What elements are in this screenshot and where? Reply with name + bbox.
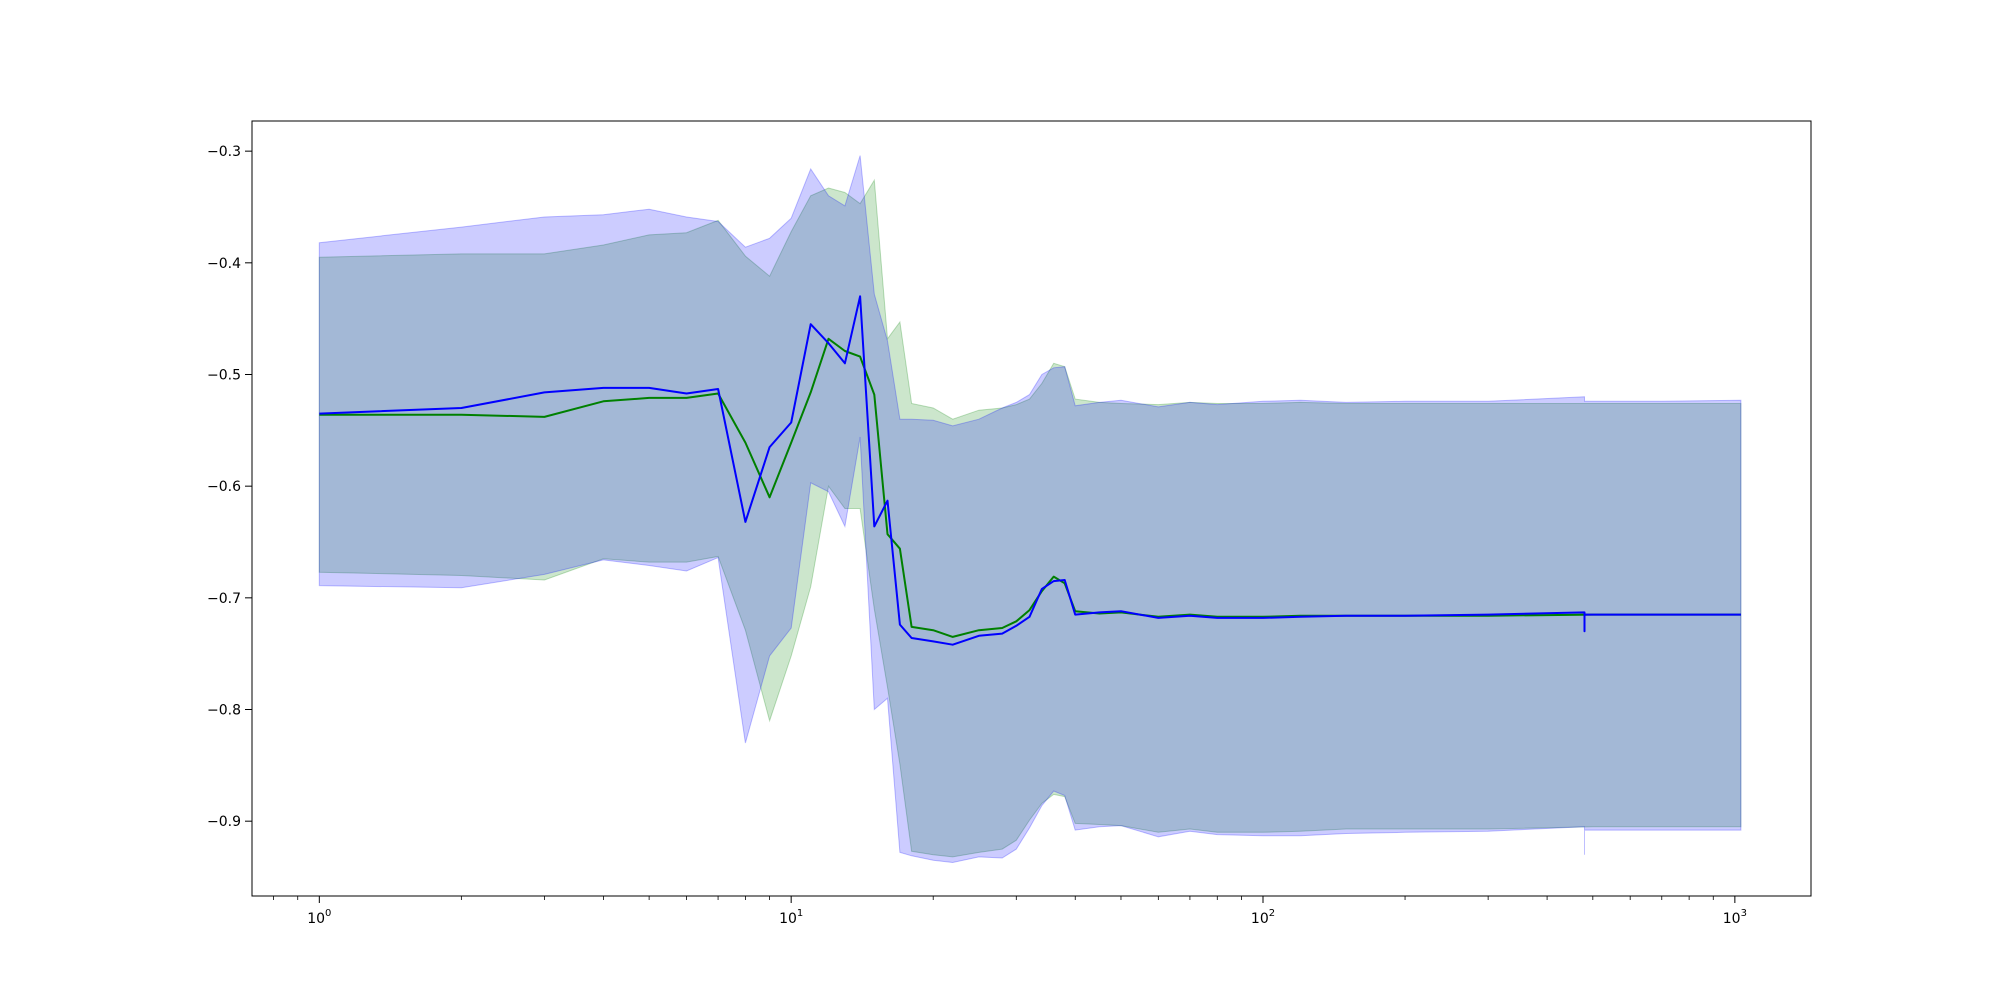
x-tick-label: 101 <box>779 908 803 927</box>
x-tick-label: 103 <box>1723 908 1747 927</box>
series-2-line <box>319 295 1741 646</box>
y-tick-label: −0.4 <box>207 256 241 272</box>
y-tick-label: −0.7 <box>207 591 241 607</box>
x-tick-label: 100 <box>307 908 331 927</box>
y-tick-label: −0.5 <box>207 367 241 383</box>
plot-frame <box>251 120 1812 897</box>
y-tick-label: −0.8 <box>207 703 241 719</box>
confidence-bands <box>318 155 1742 864</box>
y-tick-label: −0.3 <box>207 144 241 160</box>
y-axis: −0.3 −0.4 −0.5 −0.6 −0.7 −0.8 −0.9 <box>207 144 252 830</box>
y-tick-label: −0.9 <box>207 814 241 830</box>
y-tick-label: −0.6 <box>207 479 241 495</box>
series-1-line <box>319 337 1741 638</box>
series-lines <box>319 295 1741 646</box>
x-tick-label: 102 <box>1251 908 1275 927</box>
series-1-band <box>318 178 1742 858</box>
x-axis: 100 101 102 103 <box>273 896 1747 927</box>
series-2-band <box>318 155 1742 864</box>
